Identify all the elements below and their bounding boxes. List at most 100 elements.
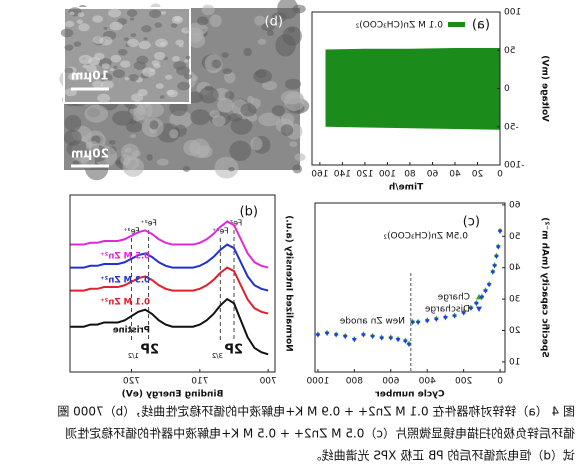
data-point bbox=[324, 331, 330, 337]
x-tick-label: 700 bbox=[259, 377, 276, 387]
sem-grain bbox=[214, 156, 239, 179]
sem-grain bbox=[294, 153, 306, 162]
sem-grain bbox=[73, 41, 82, 47]
sem-grain bbox=[123, 37, 129, 41]
sem-grain bbox=[136, 55, 149, 65]
sem-grain bbox=[212, 115, 226, 127]
sem-grain bbox=[124, 76, 130, 81]
sem-grain bbox=[141, 25, 152, 33]
x-axis-label: Time/h bbox=[389, 183, 423, 193]
sem-grain bbox=[151, 60, 160, 66]
sem-grain bbox=[217, 97, 234, 113]
sem-grain bbox=[64, 44, 74, 51]
panel-label: (b) bbox=[265, 15, 283, 30]
series-label: 0.3 M Zn²⁺ bbox=[100, 276, 150, 286]
data-point bbox=[388, 336, 394, 341]
panel-label: (a) bbox=[472, 18, 490, 33]
sem-grain bbox=[197, 16, 209, 26]
guide-label: Fe³⁺ bbox=[212, 227, 229, 236]
sem-grain bbox=[142, 67, 156, 77]
y-tick-label: 20 bbox=[509, 326, 521, 336]
sem-grain bbox=[209, 14, 222, 28]
y-tick-label: 40 bbox=[509, 263, 521, 273]
y-tick-label: 50 bbox=[509, 232, 521, 242]
guide-label: Fe²⁺ bbox=[140, 219, 157, 228]
sem-grain bbox=[85, 140, 100, 152]
sem-grain bbox=[125, 121, 143, 133]
x-tick-label: 80 bbox=[404, 170, 416, 180]
sem-grain bbox=[154, 22, 163, 28]
sem-grain bbox=[183, 73, 192, 80]
sem-grain bbox=[229, 140, 252, 161]
data-point bbox=[479, 295, 485, 300]
sem-grain bbox=[92, 80, 104, 89]
y-tick-label: 10 bbox=[509, 357, 521, 367]
sem-grain bbox=[155, 38, 168, 48]
data-point bbox=[402, 339, 408, 344]
sem-grain bbox=[100, 73, 113, 82]
y-tick-label: 100 bbox=[504, 8, 521, 18]
spectrum-line bbox=[70, 220, 269, 269]
sem-grain bbox=[92, 15, 103, 23]
sem-grain bbox=[126, 9, 138, 17]
sem-grain bbox=[284, 78, 302, 90]
sem-grain bbox=[76, 19, 83, 24]
sem-grain bbox=[110, 54, 122, 63]
sem-grain bbox=[109, 21, 123, 31]
annotation: 0.5M Zn(CH₃COO)₂ bbox=[383, 232, 468, 242]
sem-grain bbox=[160, 11, 167, 15]
sem-grain bbox=[64, 20, 75, 28]
sem-grain bbox=[108, 8, 122, 18]
sem-grain bbox=[228, 166, 235, 172]
data-point bbox=[342, 334, 348, 340]
sem-grain bbox=[100, 80, 114, 90]
data-point bbox=[473, 301, 479, 307]
sem-grain bbox=[173, 61, 186, 70]
sem-grain bbox=[70, 72, 82, 81]
sem-grain bbox=[166, 89, 175, 96]
sem-grain bbox=[101, 63, 110, 69]
sem-grain bbox=[117, 48, 128, 56]
data-point bbox=[443, 316, 448, 321]
scale-label: 10μm bbox=[71, 69, 109, 83]
sem-grain bbox=[188, 32, 206, 48]
series-label: 0.5 M Zn²⁺ bbox=[100, 252, 150, 262]
sem-grain bbox=[72, 160, 80, 165]
y-tick-label: 0 bbox=[504, 84, 510, 94]
sem-grain bbox=[146, 154, 153, 161]
data-point bbox=[461, 311, 467, 316]
sem-grain bbox=[94, 52, 105, 60]
data-point bbox=[486, 283, 492, 288]
sem-grain bbox=[178, 44, 184, 48]
x-tick-label: 200 bbox=[455, 377, 472, 387]
sem-grain bbox=[78, 54, 93, 65]
data-point bbox=[452, 314, 457, 319]
panel-label: (c) bbox=[463, 215, 480, 230]
legend-marker bbox=[476, 294, 482, 300]
sem-grain bbox=[112, 110, 134, 126]
x-tick-label: 720 bbox=[123, 377, 140, 387]
sem-grain bbox=[130, 33, 137, 38]
sem-grain bbox=[170, 23, 178, 28]
peak-label: 2P bbox=[140, 343, 159, 358]
x-tick-label: 100 bbox=[379, 170, 396, 180]
sem-grain bbox=[148, 9, 162, 19]
sem-grain bbox=[211, 59, 222, 69]
sem-grain bbox=[173, 15, 182, 22]
y-tick-label: -100 bbox=[504, 161, 525, 171]
sem-grain bbox=[129, 17, 135, 21]
spectrum-line bbox=[70, 266, 269, 315]
sem-grain bbox=[189, 138, 210, 159]
sem-grain bbox=[82, 64, 88, 69]
sem-grain bbox=[258, 112, 281, 127]
sem-grain bbox=[224, 71, 236, 84]
x-axis-label: Binding Energy (eV) bbox=[122, 390, 224, 400]
y-axis-label: Specific capacity (mAh m⁻²) bbox=[540, 217, 550, 357]
sem-grain bbox=[186, 22, 208, 36]
sem-grain bbox=[227, 113, 243, 122]
data-point bbox=[410, 320, 416, 326]
sem-grain bbox=[137, 88, 148, 97]
sem-grain bbox=[115, 159, 123, 166]
data-point bbox=[395, 338, 401, 343]
